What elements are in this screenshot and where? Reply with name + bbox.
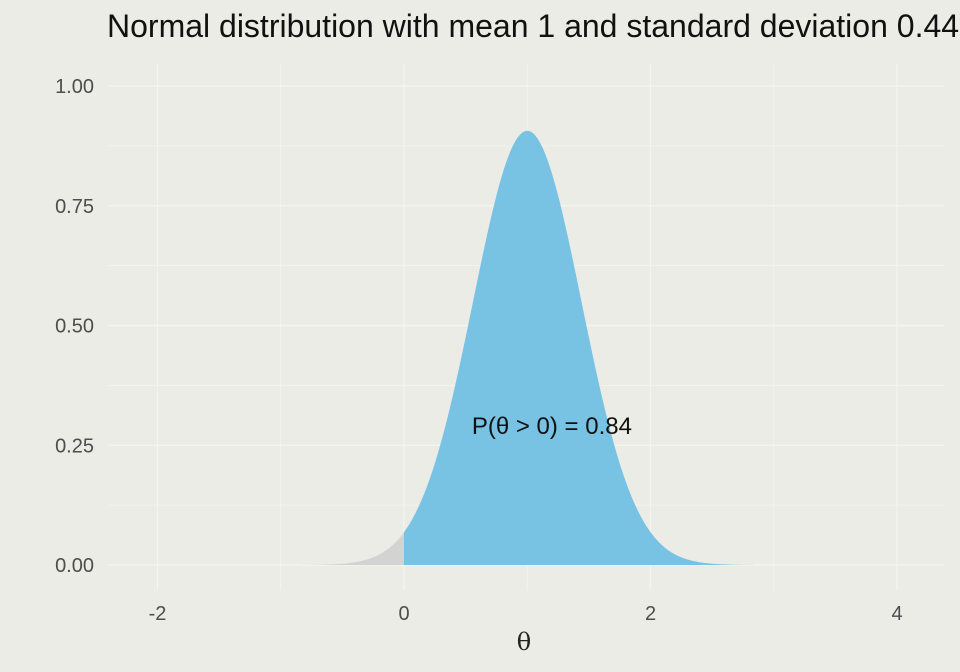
x-tick-label: -2: [149, 603, 167, 625]
x-axis-title: θ: [517, 628, 531, 656]
y-tick-label: 1.00: [55, 76, 94, 98]
y-tick-label: 0.75: [55, 196, 94, 218]
x-tick-label: 0: [398, 603, 409, 625]
density-area-right: [404, 130, 910, 565]
area-layer: [157, 130, 910, 565]
chart-title: Normal distribution with mean 1 and stan…: [107, 8, 960, 44]
y-tick-label: 0.50: [55, 316, 94, 338]
x-tick-label: 4: [891, 603, 902, 625]
density-area-left: [157, 532, 404, 565]
x-tick-label: 2: [645, 603, 656, 625]
y-tick-label: 0.25: [55, 435, 94, 457]
tick-layer: 0.00 0.25 0.50 0.75 1.00 -2 0 2 4: [55, 76, 903, 625]
y-tick-label: 0.00: [55, 555, 94, 577]
probability-annotation: P(θ > 0) = 0.84: [472, 413, 632, 440]
